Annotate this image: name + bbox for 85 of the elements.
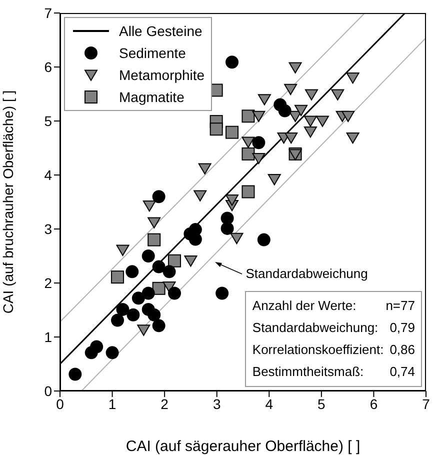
- y-axis-title: CAI (auf bruchrauher Oberfläche) [ ]: [0, 90, 16, 314]
- point: [111, 314, 124, 327]
- point: [242, 147, 255, 160]
- point: [198, 163, 212, 174]
- point: [137, 324, 150, 336]
- y-tick-label: 5: [44, 112, 52, 129]
- point: [194, 190, 207, 202]
- point: [142, 286, 155, 300]
- y-tick-label: 0: [44, 382, 52, 399]
- point: [294, 104, 308, 116]
- legend-label: Sedimente: [119, 45, 186, 61]
- point: [90, 340, 104, 354]
- point: [162, 265, 176, 278]
- y-tick-label: 1: [44, 328, 52, 345]
- point: [252, 152, 266, 164]
- point: [111, 270, 124, 284]
- annotation: Standardabweichung: 0,79: [252, 319, 415, 337]
- point: [184, 256, 198, 267]
- point: [226, 56, 239, 69]
- point: [132, 292, 145, 305]
- point: [242, 136, 255, 148]
- point: [148, 217, 161, 228]
- point: [188, 232, 202, 246]
- x-tick-label: 0: [56, 396, 64, 412]
- point: [242, 185, 255, 198]
- point: [210, 122, 223, 136]
- point: [220, 212, 234, 225]
- point: [152, 190, 166, 204]
- point: [220, 222, 234, 235]
- x-tick-label: 1: [108, 396, 116, 412]
- point: [142, 200, 156, 212]
- x-tick-label: 7: [422, 396, 430, 412]
- point: [284, 132, 298, 144]
- point: [278, 104, 292, 118]
- point: [230, 232, 244, 244]
- point: [268, 174, 281, 186]
- x-tick-label: 6: [370, 396, 378, 412]
- point: [142, 250, 155, 262]
- point: [216, 286, 229, 300]
- point: [258, 94, 271, 106]
- point: [288, 62, 302, 74]
- point: [242, 110, 255, 123]
- point: [284, 84, 298, 96]
- x-tick-label: 3: [212, 396, 221, 412]
- point: [148, 308, 161, 322]
- legend-label: Magmatite: [119, 89, 184, 105]
- point: [316, 116, 329, 127]
- point: [304, 116, 317, 127]
- point: [346, 72, 360, 84]
- annotation: Standardabweichung: [246, 266, 368, 281]
- point: [342, 110, 355, 122]
- point: [257, 233, 270, 246]
- point: [106, 346, 119, 360]
- point: [331, 89, 344, 100]
- y-tick-label: 7: [44, 4, 52, 21]
- point: [226, 126, 239, 139]
- point: [126, 308, 140, 322]
- legend-label: Metamorphite: [119, 67, 205, 83]
- point: [68, 368, 82, 381]
- x-tick-label: 2: [160, 396, 169, 412]
- annotation: Korrelationskoeffizient: 0,86: [252, 341, 415, 359]
- text: Anzahl der Werte: n=77: [252, 298, 415, 313]
- point: [116, 244, 130, 256]
- point: [168, 286, 182, 300]
- x-axis-title: CAI (auf sägerauher Oberfläche) [ ]: [126, 438, 360, 455]
- point: [304, 89, 318, 100]
- point: [304, 126, 317, 138]
- point: [252, 136, 266, 150]
- legend-label: Alle Gesteine: [119, 23, 202, 39]
- y-tick-label: 2: [44, 274, 52, 291]
- point: [152, 260, 166, 274]
- x-tick-label: 5: [318, 396, 326, 412]
- point: [116, 302, 130, 316]
- y-tick-label: 6: [44, 58, 52, 75]
- point: [226, 194, 239, 206]
- point: [148, 233, 161, 246]
- y-tick-label: 3: [44, 220, 52, 237]
- x-tick-label: 4: [265, 396, 274, 412]
- point: [152, 319, 166, 332]
- y-tick-label: 4: [44, 166, 52, 183]
- point: [252, 110, 266, 122]
- point: [126, 265, 139, 278]
- text: Bestimmtheitsmaß: 0,74: [252, 364, 415, 379]
- point: [168, 254, 182, 268]
- point: [346, 132, 360, 144]
